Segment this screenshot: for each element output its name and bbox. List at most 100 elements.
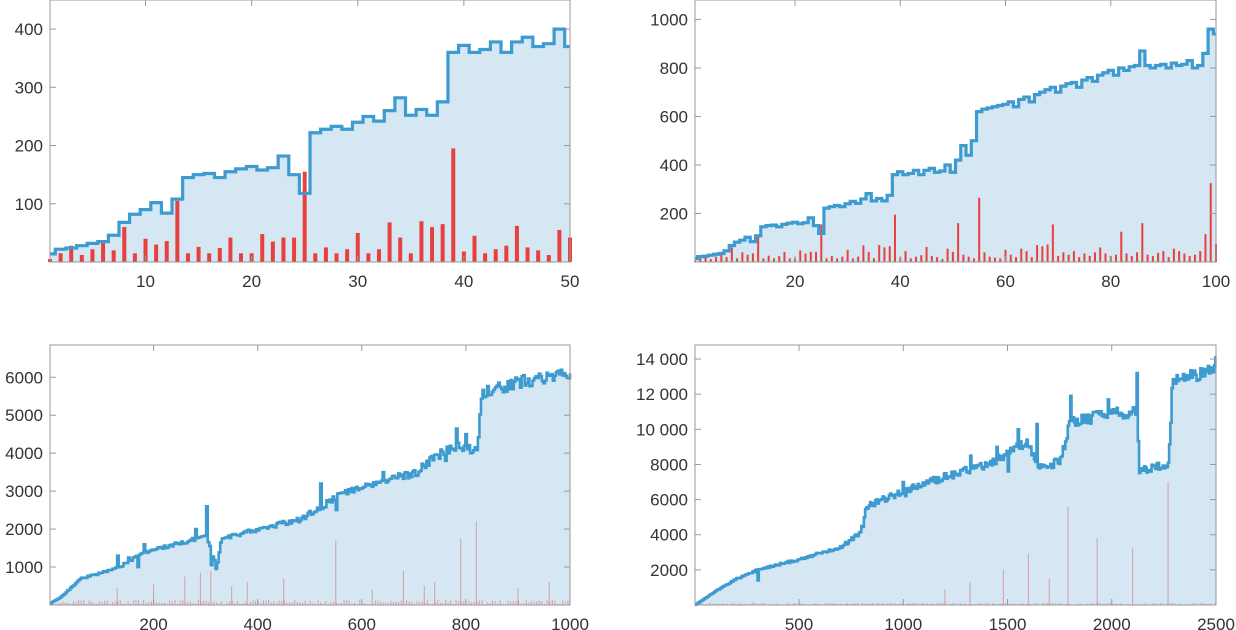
spike-bar [335,540,337,605]
spike-bar [517,600,519,605]
spike-bar [557,229,562,262]
spike-bar [216,602,218,605]
spike-bar [533,601,535,605]
spike-bar [1115,254,1118,262]
y-tick-label: 400 [15,20,43,39]
spike-bar [179,600,181,605]
spike-bar [116,587,118,605]
spike-bar [792,603,794,605]
spike-bar [889,602,891,605]
spike-bar [364,602,366,605]
spike-bar [228,237,233,262]
spike-bar [164,602,166,605]
spike-bar [1092,603,1094,605]
spike-bar [382,602,384,605]
spike-bar [852,603,854,605]
spike-bar [1192,602,1194,605]
spike-bar [62,601,64,605]
spike-bar [1077,603,1079,605]
spike-bar [79,255,84,262]
spike-bar [741,252,744,262]
spike-bar [1059,602,1061,605]
spike-bar [1204,234,1207,262]
spike-bar [205,600,207,605]
spike-bar [872,258,875,262]
spike-bar [919,603,921,605]
y-tick-label: 10 000 [636,420,688,439]
spike-bar [1047,602,1049,605]
spike-bar [764,603,766,605]
spike-bar [468,600,470,605]
spike-bar [1034,603,1036,605]
spike-bar [504,245,509,262]
x-tick-label: 20 [242,272,261,291]
spike-bar [402,570,404,605]
spike-bar [717,603,719,605]
x-tick-label: 50 [561,272,580,291]
spike-bar [1104,253,1107,262]
spike-bar [340,603,342,605]
spike-bar [213,601,215,605]
spike-bar [275,603,277,605]
spike-bar [967,256,970,262]
spike-bar [1167,603,1169,605]
spike-bar [536,250,541,262]
spike-bar [1032,603,1034,605]
spike-bar [472,235,477,262]
spike-bar [1057,255,1060,262]
spike-bar [1167,482,1169,605]
spike-bar [937,602,939,605]
spike-bar [408,253,413,262]
spike-bar [65,602,67,605]
spike-bar [957,223,960,262]
spike-bar [978,197,981,262]
spike-bar [839,603,841,605]
spike-bar [757,603,759,605]
spike-bar [359,599,361,605]
spike-bar [239,253,244,262]
spike-bar [1004,603,1006,605]
y-tick-label: 8000 [650,455,688,474]
spike-bar [338,603,340,605]
spike-bar [268,599,270,605]
spike-bar [135,599,137,605]
spike-bar [106,600,108,605]
spike-bar [704,255,707,262]
spike-bar [739,602,741,605]
spike-bar [270,602,272,605]
spike-bar [719,603,721,605]
spike-bar [1079,603,1081,605]
spike-bar [917,603,919,605]
y-tick-label: 1000 [650,10,688,29]
spike-bar [778,256,781,262]
spike-bar [371,589,373,605]
spike-bar [847,602,849,605]
spike-bar [925,246,928,262]
spike-bar [246,582,248,605]
spike-bar [549,602,551,605]
spike-bar [57,603,59,605]
spike-bar [419,601,421,605]
spike-bar [709,602,711,605]
spike-bar [1132,548,1134,605]
spike-bar [101,241,106,262]
spike-bar [702,603,704,605]
y-tick-label: 2000 [5,520,43,539]
spike-bar [562,600,564,605]
spike-bar [143,238,148,262]
spike-bar [270,241,275,262]
spike-bar [262,600,264,605]
spike-bar [217,248,222,262]
spike-bar [941,259,944,262]
x-tick-label: 800 [452,615,480,630]
spike-bar [777,602,779,605]
spike-bar [707,603,709,605]
spike-bar [1030,257,1033,262]
spike-bar [999,258,1002,262]
spike-bar [1087,603,1089,605]
spike-bar [1167,257,1170,262]
spike-bar [1119,603,1121,605]
spike-bar [1179,603,1181,605]
spike-bar [902,602,904,605]
spike-bar [892,603,894,605]
